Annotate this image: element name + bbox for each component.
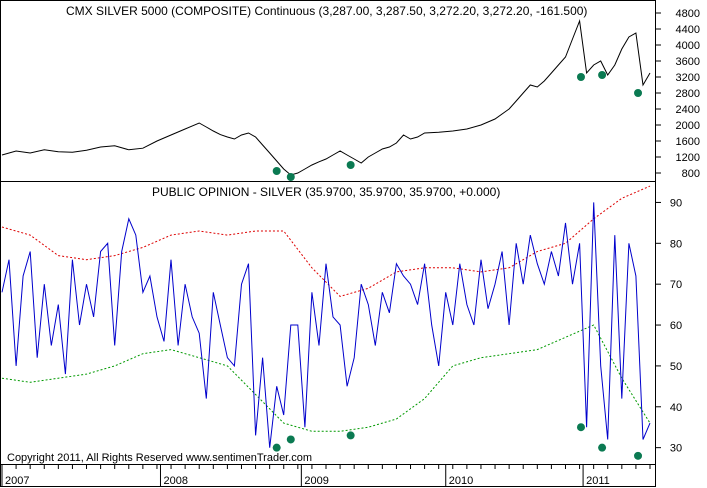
opinion-low-marker (598, 443, 607, 452)
opinion-y-tick-label: 90 (670, 197, 682, 209)
price-low-marker (272, 167, 281, 175)
price-y-tick-label: 4800 (676, 8, 700, 20)
opinion-y-tick-label: 40 (670, 402, 682, 414)
x-axis-frame (0, 464, 656, 487)
x-year-label: 2008 (163, 475, 187, 487)
price-y-tick-label: 1200 (676, 152, 700, 164)
price-y-tick-label: 2400 (676, 104, 700, 116)
x-year-label: 2011 (586, 475, 610, 487)
price-chart-title: CMX SILVER 5000 (COMPOSITE) Continuous (… (66, 4, 587, 18)
price-panel: CMX SILVER 5000 (COMPOSITE) Continuous (… (0, 0, 700, 182)
upper-band-line (1, 185, 651, 297)
opinion-panel: PUBLIC OPINION - SILVER (35.9700, 35.970… (0, 181, 682, 465)
silver-price-line (1, 19, 651, 176)
price-y-tick-label: 3600 (676, 56, 700, 68)
price-low-marker (346, 161, 355, 169)
opinion-y-tick-label: 70 (670, 279, 682, 291)
opinion-low-marker (576, 423, 585, 432)
x-year-label: 2010 (449, 475, 473, 487)
price-y-tick-label: 800 (682, 168, 700, 180)
price-y-tick-label: 4000 (676, 40, 700, 52)
price-low-marker (598, 71, 607, 79)
price-low-marker (576, 73, 585, 81)
public-opinion-line (1, 202, 651, 448)
opinion-y-tick-label: 30 (670, 443, 682, 455)
opinion-y-tick-label: 60 (670, 320, 682, 332)
opinion-low-marker (634, 451, 643, 460)
price-y-tick-label: 4400 (676, 24, 700, 36)
price-y-tick-label: 2000 (676, 120, 700, 132)
price-y-tick-label: 1600 (676, 136, 700, 148)
lower-band-line (1, 324, 651, 432)
opinion-low-marker (272, 443, 281, 452)
price-low-marker (634, 89, 643, 97)
price-y-tick-label: 3200 (676, 72, 700, 84)
x-axis: 2007 2008 2009 2010 2011 (0, 464, 656, 487)
price-y-tick-label: 2800 (676, 88, 700, 100)
opinion-low-marker (346, 431, 355, 440)
opinion-chart-title: PUBLIC OPINION - SILVER (35.9700, 35.970… (152, 185, 500, 199)
opinion-y-tick-label: 50 (670, 361, 682, 373)
x-year-label: 2007 (5, 475, 29, 487)
opinion-low-marker (286, 435, 295, 444)
copyright-annotation: Copyright 2011, All Rights Reserved www.… (7, 452, 312, 464)
opinion-y-tick-label: 80 (670, 238, 682, 250)
x-year-label: 2009 (304, 475, 328, 487)
price-low-marker (286, 173, 295, 181)
